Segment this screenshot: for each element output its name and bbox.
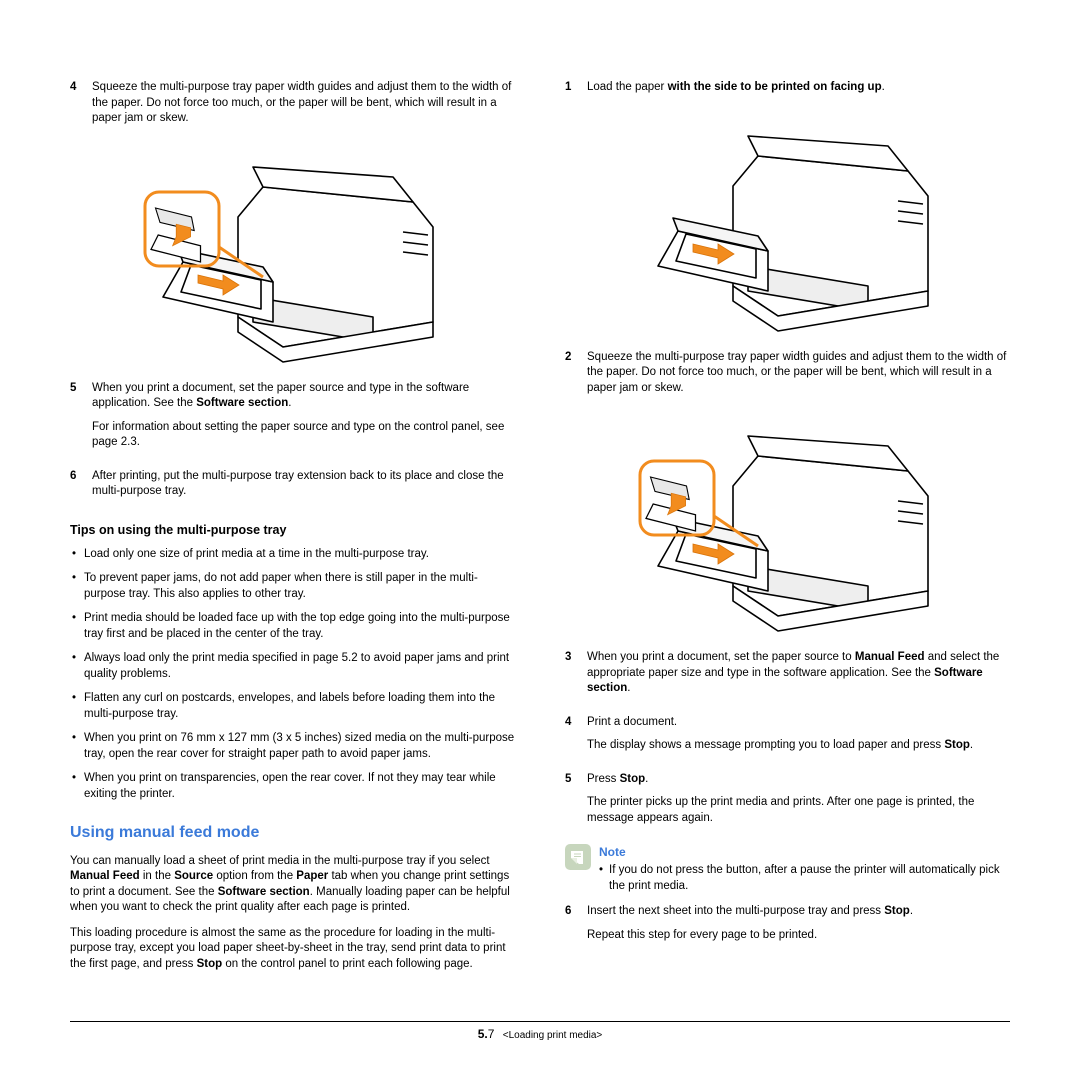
right-step-3: 3 When you print a document, set the pap…	[565, 650, 1010, 705]
note-bullet: If you do not press the button, after a …	[599, 863, 1010, 894]
step-text: Repeat this step for every page to be pr…	[587, 928, 1010, 944]
left-step-6: 6 After printing, put the multi-purpose …	[70, 469, 515, 508]
step-body: Load the paper with the side to be print…	[587, 80, 1010, 104]
tip-item: Print media should be loaded face up wit…	[70, 611, 515, 642]
step-text: Squeeze the multi-purpose tray paper wid…	[587, 350, 1010, 397]
step-number: 5	[70, 381, 92, 459]
tip-item: Flatten any curl on postcards, envelopes…	[70, 691, 515, 722]
step-text: Press Stop.	[587, 772, 1010, 788]
step-text: After printing, put the multi-purpose tr…	[92, 469, 515, 500]
step-number: 6	[565, 904, 587, 951]
tip-item: Always load only the print media specifi…	[70, 651, 515, 682]
left-column: 4 Squeeze the multi-purpose tray paper w…	[70, 80, 515, 982]
note-block: Note If you do not press the button, aft…	[565, 844, 1010, 894]
tip-item: When you print on transparencies, open t…	[70, 771, 515, 802]
step-number: 1	[565, 80, 587, 104]
step-number: 4	[565, 715, 587, 762]
step-number: 5	[565, 772, 587, 835]
tips-list: Load only one size of print media at a t…	[70, 547, 515, 803]
step-body: Squeeze the multi-purpose tray paper wid…	[587, 350, 1010, 405]
step-body: When you print a document, set the paper…	[92, 381, 515, 459]
step-number: 6	[70, 469, 92, 508]
step-body: When you print a document, set the paper…	[587, 650, 1010, 705]
tip-item: Load only one size of print media at a t…	[70, 547, 515, 563]
note-body: Note If you do not press the button, aft…	[599, 844, 1010, 894]
tips-heading: Tips on using the multi-purpose tray	[70, 522, 515, 539]
right-step-4: 4 Print a document. The display shows a …	[565, 715, 1010, 762]
step-number: 3	[565, 650, 587, 705]
page-footer: 5.7 <Loading print media>	[70, 1021, 1010, 1043]
right-step-2: 2 Squeeze the multi-purpose tray paper w…	[565, 350, 1010, 405]
note-title: Note	[599, 844, 1010, 860]
manual-para-1: You can manually load a sheet of print m…	[70, 854, 515, 916]
right-step-6: 6 Insert the next sheet into the multi-p…	[565, 904, 1010, 951]
left-step-4: 4 Squeeze the multi-purpose tray paper w…	[70, 80, 515, 135]
step-number: 4	[70, 80, 92, 135]
step-text: Insert the next sheet into the multi-pur…	[587, 904, 1010, 920]
step-text: Print a document.	[587, 715, 1010, 731]
right-column: 1 Load the paper with the side to be pri…	[565, 80, 1010, 982]
step-text: For information about setting the paper …	[92, 420, 515, 451]
step-text: Load the paper with the side to be print…	[587, 80, 1010, 96]
step-text: When you print a document, set the paper…	[587, 650, 1010, 697]
manual-para-2: This loading procedure is almost the sam…	[70, 926, 515, 973]
step-text: The printer picks up the print media and…	[587, 795, 1010, 826]
step-body: Insert the next sheet into the multi-pur…	[587, 904, 1010, 951]
footer-rule	[70, 1021, 1010, 1022]
note-icon	[565, 844, 591, 870]
right-step-1: 1 Load the paper with the side to be pri…	[565, 80, 1010, 104]
page-columns: 4 Squeeze the multi-purpose tray paper w…	[70, 80, 1010, 982]
figure-load-face-up	[638, 116, 938, 336]
tip-item: When you print on 76 mm x 127 mm (3 x 5 …	[70, 731, 515, 762]
step-number: 2	[565, 350, 587, 405]
tip-item: To prevent paper jams, do not add paper …	[70, 571, 515, 602]
step-text: Squeeze the multi-purpose tray paper wid…	[92, 80, 515, 127]
step-body: Squeeze the multi-purpose tray paper wid…	[92, 80, 515, 135]
left-step-5: 5 When you print a document, set the pap…	[70, 381, 515, 459]
step-text: When you print a document, set the paper…	[92, 381, 515, 412]
figure-mp-tray-guides	[143, 147, 443, 367]
manual-feed-heading: Using manual feed mode	[70, 822, 515, 844]
step-text: The display shows a message prompting yo…	[587, 738, 1010, 754]
step-body: Press Stop. The printer picks up the pri…	[587, 772, 1010, 835]
figure-guides-right	[638, 416, 938, 636]
step-body: After printing, put the multi-purpose tr…	[92, 469, 515, 508]
right-step-5: 5 Press Stop. The printer picks up the p…	[565, 772, 1010, 835]
step-body: Print a document. The display shows a me…	[587, 715, 1010, 762]
footer-text: 5.7 <Loading print media>	[70, 1026, 1010, 1043]
